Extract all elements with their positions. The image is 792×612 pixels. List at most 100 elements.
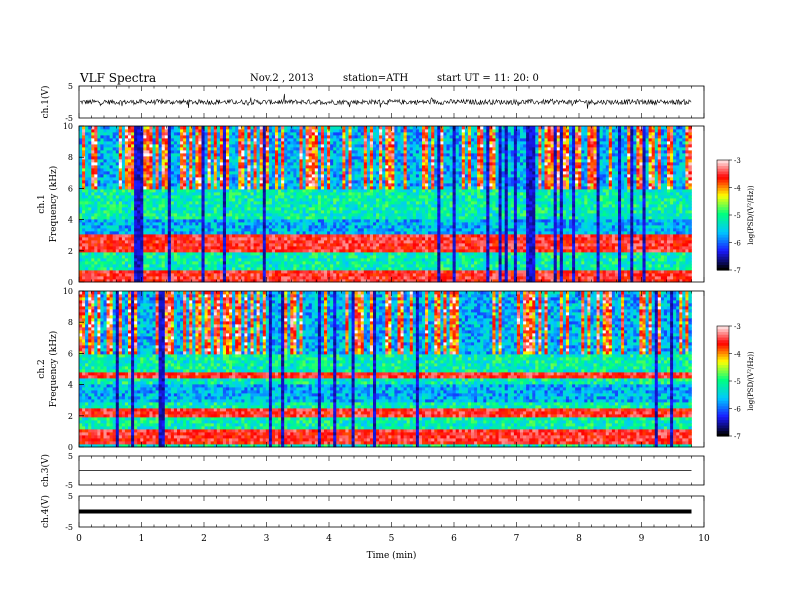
ch1-spectrogram-colorbar-swatch: [717, 253, 729, 257]
ch3-ytick-max: 5: [68, 452, 73, 461]
ch1-spectrogram-colorbar-swatch: [717, 182, 729, 186]
ch2-spectrogram-colorbar-swatch: [717, 378, 729, 382]
x-tick-label-4: 4: [326, 534, 332, 544]
ch2-spectrogram-colorbar-swatch: [717, 383, 729, 388]
ch4-ylabel: ch.4(V): [40, 495, 51, 528]
ch2-spectrogram-ytick-4: 4: [68, 381, 73, 390]
ch2-spectrogram-colorbar-label: log(PSD/(V²/Hz)): [747, 351, 755, 411]
ch2-spectrogram-colorbar-swatch: [717, 405, 729, 410]
ch2-spectrogram-ytick-8: 8: [68, 318, 73, 327]
ch1-ytick-max: 5: [68, 82, 73, 91]
ch2-spectrogram-colorbar-swatch: [717, 433, 729, 437]
ch2-spectrogram-colorbar-swatch: [717, 345, 729, 349]
date-label: Nov.2 , 2013: [250, 73, 314, 84]
ch2-spectrogram-image: [79, 291, 692, 448]
ch1-spectrogram-colorbar-swatch: [717, 165, 729, 169]
ch2-spectrogram-colorbar-swatch: [717, 411, 729, 415]
x-tick-label-9: 9: [639, 534, 645, 544]
ch1-spectrogram-colorbar-swatch: [717, 248, 729, 252]
ch1-spectrogram-colorbar-swatch: [717, 245, 729, 249]
ch1-spectrogram-colorbar-swatch: [717, 184, 729, 189]
ch2-spectrogram-colorbar-swatch: [717, 381, 729, 385]
ch2-spectrogram-colorbar-swatch: [717, 342, 729, 346]
x-tick-label-3: 3: [264, 534, 270, 544]
ch1-spectrogram-colorbar-swatch: [717, 264, 729, 268]
ch1-spectrogram-ylabel-channel: ch.1: [37, 194, 47, 213]
ch2-spectrogram-ylabel-channel: ch.2: [37, 359, 47, 378]
ch1-spectrogram-colorbar-swatch: [717, 228, 729, 233]
ch1-spectrogram-colorbar-swatch: [717, 173, 729, 178]
ch1-spectrogram-colorbar-swatch: [717, 256, 729, 260]
ch1-spectrogram-image: [79, 126, 692, 283]
ch1-spectrogram-ylabel: Frequency (kHz): [48, 166, 59, 243]
ch1-spectrogram-colorbar-swatch: [717, 261, 729, 266]
ch1-spectrogram-colorbar-swatch: [717, 217, 729, 222]
ch1-spectrogram-ytick-4: 4: [68, 216, 73, 225]
ch2-spectrogram-colorbar-swatch: [717, 339, 729, 344]
ch2-spectrogram-colorbar-swatch: [717, 359, 729, 363]
ch2-spectrogram-ytick-0: 0: [68, 443, 73, 452]
ch1-spectrogram-colorbar-swatch: [717, 190, 729, 194]
ch2-spectrogram-colorbar-swatch: [717, 397, 729, 401]
ch2-spectrogram-colorbar-swatch: [717, 386, 729, 390]
x-axis-label: Time (min): [367, 550, 417, 561]
x-tick-label-0: 0: [76, 534, 82, 544]
ch2-spectrogram-colorbar-swatch: [717, 430, 729, 434]
x-tick-label-5: 5: [389, 534, 395, 544]
ch1-spectrogram-colorbar-swatch: [717, 234, 729, 238]
ch2-spectrogram-colorbar-swatch: [717, 414, 729, 418]
ch1-spectrogram-colorbar-swatch: [717, 168, 729, 172]
x-tick-label-10: 10: [698, 534, 710, 544]
figure-title: VLF Spectra: [80, 71, 156, 85]
ch2-spectrogram-colorbar-swatch: [717, 353, 729, 357]
ch1-spectrogram-colorbar-ticklabel: -7: [734, 267, 741, 275]
ch2-spectrogram-colorbar-swatch: [717, 331, 729, 335]
ch2-spectrogram-colorbar-swatch: [717, 419, 729, 423]
ch2-spectrogram-colorbar-swatch: [717, 422, 729, 426]
ch1-spectrogram-colorbar-ticklabel: -3: [734, 157, 741, 165]
ch2-spectrogram-colorbar-swatch: [717, 427, 729, 432]
ch2-spectrogram-colorbar-swatch: [717, 361, 729, 366]
ch4-ytick-max: 5: [68, 492, 73, 501]
ch1-spectrogram-colorbar-swatch: [717, 160, 729, 164]
ch2-spectrogram-colorbar-swatch: [717, 350, 729, 355]
x-tick-label-7: 7: [514, 534, 520, 544]
ch1-spectrogram-colorbar-swatch: [717, 259, 729, 263]
ch1-spectrogram-colorbar-swatch: [717, 198, 729, 202]
ch1-ytick-min: -5: [65, 114, 73, 123]
ch2-spectrogram-colorbar-swatch: [717, 372, 729, 377]
ch2-spectrogram-colorbar-swatch: [717, 370, 729, 374]
ch1-spectrogram-colorbar-label: log(PSD/(V²/Hz)): [747, 185, 755, 245]
ch2-spectrogram-colorbar-swatch: [717, 394, 729, 399]
x-tick-label-2: 2: [201, 534, 207, 544]
ch4-ytick-min: -5: [65, 523, 73, 532]
station-label: station=ATH: [343, 73, 408, 84]
ch1-spectrogram-colorbar-swatch: [717, 220, 729, 224]
ch1-spectrogram-colorbar-swatch: [717, 267, 729, 271]
ch1-spectrogram-colorbar-swatch: [717, 206, 729, 211]
ch2-spectrogram-ytick-2: 2: [68, 412, 73, 421]
ch1-spectrogram-colorbar-swatch: [717, 212, 729, 216]
ch1-spectrogram-colorbar-swatch: [717, 223, 729, 227]
ch3-ylabel: ch.3(V): [40, 454, 51, 487]
ch2-spectrogram-colorbar-swatch: [717, 408, 729, 412]
ch2-spectrogram-colorbar-swatch: [717, 416, 729, 421]
ch1-spectrogram-colorbar-swatch: [717, 193, 729, 197]
ch2-spectrogram-colorbar-swatch: [717, 375, 729, 379]
ch2-spectrogram-colorbar-ticklabel: -4: [734, 351, 741, 359]
ch1-spectrogram-colorbar-ticklabel: -6: [734, 240, 741, 248]
ch1-spectrogram-colorbar-swatch: [717, 179, 729, 183]
ch1-spectrogram-colorbar-ticklabel: -5: [734, 212, 741, 220]
x-tick-label-1: 1: [139, 534, 145, 544]
ch2-spectrogram-colorbar-ticklabel: -5: [734, 378, 741, 386]
ch2-spectrogram-colorbar-swatch: [717, 400, 729, 404]
ch1-spectrogram-colorbar-swatch: [717, 231, 729, 235]
ch1-ylabel: ch.1(V): [40, 86, 51, 119]
ch1-spectrogram-ytick-2: 2: [68, 247, 73, 256]
ch3-ytick-min: -5: [65, 481, 73, 490]
ch1-spectrogram-colorbar-swatch: [717, 171, 729, 175]
ch1-waveform-line: [79, 93, 692, 109]
ch1-spectrogram-colorbar-swatch: [717, 239, 729, 244]
ch2-spectrogram-colorbar-swatch: [717, 337, 729, 341]
ch1-spectrogram-colorbar-swatch: [717, 187, 729, 191]
